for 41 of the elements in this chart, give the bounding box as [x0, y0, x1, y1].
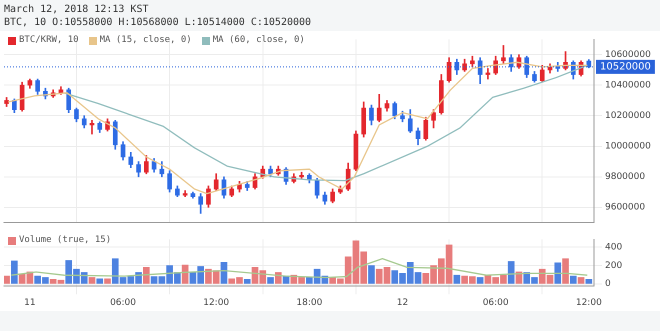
y-tick-label: 10400000: [605, 80, 652, 91]
legend-label: MA (15, close, 0): [100, 35, 192, 46]
y-tick-label: 10600000: [605, 50, 652, 60]
bar: [267, 277, 274, 284]
bar: [562, 258, 569, 284]
y-tick-label: 9600000: [605, 202, 646, 213]
bar: [570, 276, 577, 284]
bar: [244, 278, 251, 284]
bar: [454, 274, 460, 284]
x-tick-label: 11: [24, 298, 36, 308]
bar: [578, 277, 584, 284]
x-tick-label: 12:00: [203, 298, 230, 308]
x-tick-label: 12: [396, 298, 408, 308]
ref-line-label: 10520000: [600, 61, 651, 72]
x-tick-label: 06:00: [110, 298, 136, 308]
chart-subtitle: BTC, 10 O:10558000 H:10568000 L:10514000 C:10520000: [4, 16, 312, 29]
bar: [585, 278, 592, 284]
y-tick-label: 10000000: [605, 142, 652, 152]
y-tick-label: 10200000: [605, 111, 652, 122]
bar: [368, 265, 375, 284]
y-tick-label: 200: [605, 260, 622, 271]
bar: [104, 278, 111, 284]
x-tick-label: 12:00: [576, 298, 602, 308]
y-tick-label: 400: [605, 242, 622, 253]
bar: [96, 278, 104, 284]
candlestick: [501, 45, 506, 64]
bar: [88, 277, 96, 284]
candlestick: [90, 120, 94, 134]
y-tick-label: 0: [605, 279, 611, 290]
x-tick-label: 18:00: [296, 298, 323, 308]
legend-label: MA (60, close, 0): [212, 35, 305, 46]
chart-title: March 12, 2018 12:13 KST: [4, 3, 150, 16]
bar: [4, 276, 10, 284]
x-tick-label: 06:00: [482, 298, 509, 308]
legend-label: Volume (true, 15): [19, 235, 112, 246]
legend-label: BTC/KRW, 10: [19, 35, 79, 46]
y-tick-label: 9800000: [605, 172, 646, 182]
bar: [476, 277, 484, 284]
bar: [508, 261, 515, 284]
bar: [220, 262, 228, 284]
bar: [11, 260, 18, 284]
